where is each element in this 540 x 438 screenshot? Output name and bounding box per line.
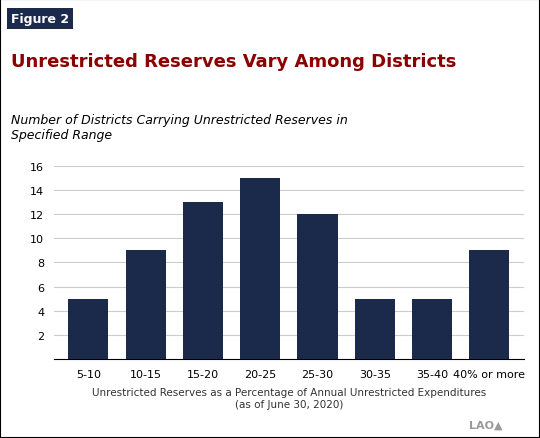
Bar	[183, 202, 223, 359]
Text: Number of Districts Carrying Unrestricted Reserves in
Specified Range: Number of Districts Carrying Unrestricte…	[11, 114, 348, 142]
Bar	[298, 215, 338, 359]
Text: Figure 2: Figure 2	[11, 13, 69, 26]
Text: LAO▲: LAO▲	[469, 419, 502, 429]
Bar	[412, 299, 452, 359]
X-axis label: Unrestricted Reserves as a Percentage of Annual Unrestricted Expenditures
(as of: Unrestricted Reserves as a Percentage of…	[92, 387, 486, 409]
Bar	[469, 251, 509, 359]
Bar	[240, 179, 280, 359]
Bar	[355, 299, 395, 359]
Bar	[69, 299, 109, 359]
Bar	[126, 251, 166, 359]
Text: Unrestricted Reserves Vary Among Districts: Unrestricted Reserves Vary Among Distric…	[11, 53, 456, 71]
